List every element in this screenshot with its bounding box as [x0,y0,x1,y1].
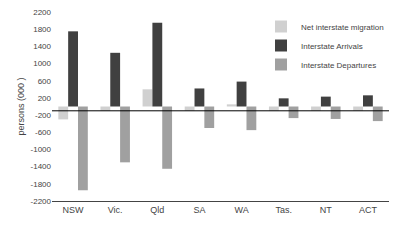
svg-text:1800: 1800 [33,25,51,34]
svg-text:-1800: -1800 [31,180,52,189]
svg-text:SA: SA [193,205,205,215]
svg-text:Qld: Qld [150,205,164,215]
svg-text:Vic.: Vic. [108,205,123,215]
svg-text:Tas.: Tas. [275,205,292,215]
svg-text:1400: 1400 [33,42,51,51]
svg-text:600: 600 [38,77,52,86]
svg-text:Interstate Departures: Interstate Departures [301,61,376,70]
svg-text:1000: 1000 [33,59,51,68]
svg-text:-2200: -2200 [31,197,52,206]
svg-text:Interstate Arrivals: Interstate Arrivals [301,42,363,51]
svg-text:WA: WA [234,205,248,215]
svg-text:2200: 2200 [33,8,51,17]
svg-text:persons (000 ): persons (000 ) [16,77,26,135]
svg-text:ACT: ACT [359,205,378,215]
svg-text:-200: -200 [35,111,52,120]
svg-text:200: 200 [38,94,52,103]
svg-text:-600: -600 [35,128,52,137]
svg-text:NSW: NSW [63,205,85,215]
svg-text:-1400: -1400 [31,162,52,171]
svg-text:-1000: -1000 [31,145,52,154]
svg-text:NT: NT [320,205,332,215]
svg-text:Net interstate migration: Net interstate migration [301,23,384,32]
